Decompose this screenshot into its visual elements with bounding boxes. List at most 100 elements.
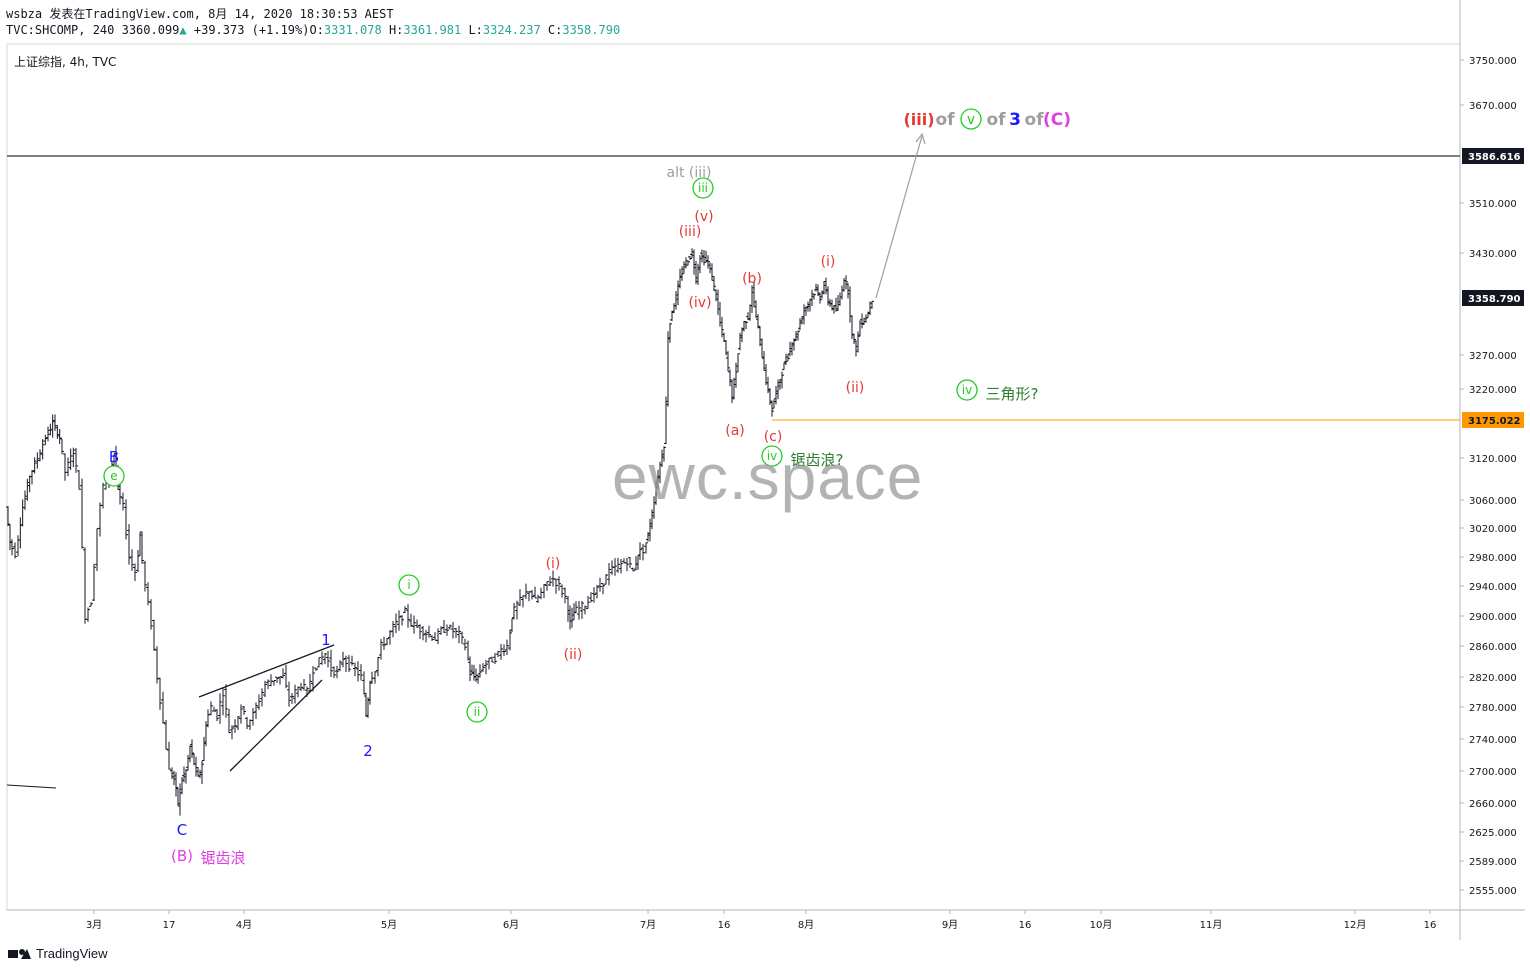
wave-label: B: [109, 448, 119, 466]
wave-circle-icon: [103, 465, 125, 487]
target-label: 3: [1009, 110, 1021, 130]
wedge-lower-line: [229, 679, 323, 772]
y-tick-label: 2820.000: [1469, 673, 1517, 684]
price-tag-label: 3586.616: [1468, 152, 1521, 163]
x-tick-label: 3月: [86, 919, 102, 931]
y-tick-label: 2780.000: [1469, 703, 1517, 714]
wave-label: 锯齿浪?: [791, 451, 844, 469]
wave-label: (b): [742, 271, 762, 287]
y-tick-label: 2740.000: [1469, 735, 1517, 746]
x-tick-label: 12月: [1344, 919, 1367, 931]
wave-circle-icon: [692, 177, 714, 199]
price-tag-label: 3358.790: [1468, 294, 1521, 305]
y-tick-label: 3060.000: [1469, 496, 1517, 507]
price-tag-bg: [1462, 290, 1524, 306]
tradingview-logo-icon: [8, 948, 31, 959]
open-label: O:: [309, 23, 324, 37]
wave-label: (iv): [688, 295, 711, 311]
wave-label: (i): [546, 556, 561, 572]
wave-circle-icon: [398, 574, 420, 596]
up-arrow-icon: ▲: [179, 23, 187, 37]
wave-label: 锯齿浪: [200, 849, 245, 867]
y-tick-label: 2940.000: [1469, 582, 1517, 593]
target-label: (iii): [903, 110, 934, 129]
wave-label: (ii): [846, 380, 865, 396]
target-label: (C): [1043, 110, 1071, 130]
projection-arrow-line: [875, 135, 923, 299]
y-tick-label: 3430.000: [1469, 249, 1517, 260]
close-label: C:: [547, 23, 563, 37]
symbol-interval: TVC:SHCOMP, 240: [6, 23, 115, 37]
wave-label: e: [110, 469, 117, 483]
target-label: of: [1024, 110, 1044, 130]
price-change: +39.373 (+1.19%): [193, 23, 310, 37]
wave-label: (v): [694, 209, 713, 225]
x-tick-label: 9月: [942, 919, 958, 931]
price-tag-bg: [1462, 148, 1524, 164]
x-tick-label: 11月: [1200, 919, 1223, 931]
wave-circle-icon: [956, 379, 978, 401]
wave-label: 1: [321, 631, 331, 649]
wave-label: alt (iii): [666, 165, 711, 181]
x-tick-label: 10月: [1090, 919, 1113, 931]
x-tick-label: 7月: [640, 919, 656, 931]
footer-brand[interactable]: TradingView: [36, 946, 108, 961]
wave-label: iv: [767, 449, 777, 463]
ohlc-bar: TVC:SHCOMP, 240 3360.099▲ +39.373 (+1.19…: [6, 23, 620, 37]
high-label: H:: [388, 23, 404, 37]
x-tick-label: 17: [163, 920, 176, 931]
low-label: L:: [468, 23, 483, 37]
wave-label: iv: [962, 383, 972, 397]
y-tick-label: 2860.000: [1469, 642, 1517, 653]
open-value: 3331.078: [323, 23, 382, 37]
y-tick-label: 2900.000: [1469, 612, 1517, 623]
y-tick-label: 2625.000: [1469, 828, 1517, 839]
price-tag-label: 3175.022: [1468, 416, 1521, 427]
wave-label: i: [407, 578, 410, 592]
y-tick-label: 2555.000: [1469, 886, 1517, 897]
wedge-upper-line: [198, 644, 335, 698]
wave-label: ii: [474, 705, 481, 719]
x-tick-label: 4月: [236, 919, 252, 931]
wave-label: (a): [725, 423, 745, 439]
target-label: of: [935, 110, 955, 130]
wave-label: iii: [698, 181, 708, 195]
footer: TradingView: [8, 946, 108, 961]
wave-circle-icon: [466, 701, 488, 723]
wave-label: (iii): [679, 224, 702, 240]
chart-legend: 上证综指, 4h, TVC: [14, 54, 116, 69]
y-tick-label: 3510.000: [1469, 199, 1517, 210]
watermark: ewc.space: [612, 441, 924, 513]
y-tick-label: 3120.000: [1469, 454, 1517, 465]
close-value: 3358.790: [562, 23, 621, 37]
y-tick-label: 3220.000: [1469, 385, 1517, 396]
x-tick-label: 6月: [503, 919, 519, 931]
wave-label: (i): [821, 254, 836, 270]
y-tick-label: 3020.000: [1469, 524, 1517, 535]
y-tick-label: 2589.000: [1469, 857, 1517, 868]
x-tick-label: 16: [1019, 920, 1032, 931]
y-tick-label: 2660.000: [1469, 799, 1517, 810]
x-tick-label: 16: [718, 920, 731, 931]
projection-arrowhead-icon: [915, 132, 926, 145]
wave-label: C: [177, 821, 187, 839]
last-price: 3360.099: [121, 23, 180, 37]
target-label: v: [967, 112, 975, 128]
wave-label: 2: [363, 742, 373, 760]
price-tag-bg: [1462, 412, 1524, 428]
x-tick-label: 16: [1424, 920, 1437, 931]
target-label: of: [986, 110, 1006, 130]
y-tick-label: 3270.000: [1469, 351, 1517, 362]
trend-line-left: [6, 784, 57, 789]
y-tick-label: 3750.000: [1469, 56, 1517, 67]
wave-circle-icon: [761, 445, 783, 467]
y-tick-label: 3670.000: [1469, 101, 1517, 112]
target-circle-icon: [960, 108, 982, 130]
x-tick-label: 8月: [798, 919, 814, 931]
high-value: 3361.981: [403, 23, 462, 37]
y-tick-label: 2980.000: [1469, 553, 1517, 564]
wave-label: (B): [171, 847, 193, 865]
low-value: 3324.237: [482, 23, 541, 37]
wave-label: 三角形?: [986, 385, 1039, 403]
